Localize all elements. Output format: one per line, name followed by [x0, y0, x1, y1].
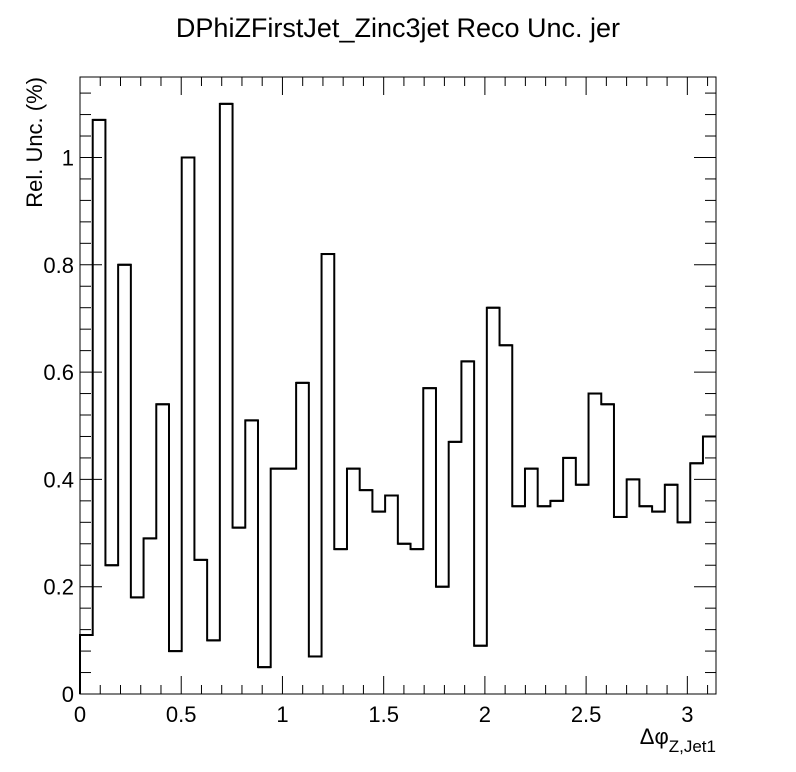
- x-axis-tick-labels: 0 0.5 1 1.5 2 2.5 3: [74, 702, 694, 727]
- x-tick-label: 1.5: [368, 702, 399, 727]
- histogram-bins: [80, 102, 716, 669]
- y-tick-label: 0.6: [43, 360, 74, 385]
- y-tick-label: 1: [62, 145, 74, 170]
- x-axis-label: ΔφZ,Jet1: [640, 724, 716, 756]
- chart-title: DPhiZFirstJet_Zinc3jet Reco Unc. jer: [176, 13, 620, 43]
- y-tick-label: 0.4: [43, 467, 74, 492]
- x-axis-ticks: [79, 77, 709, 694]
- x-tick-label: 1: [276, 702, 288, 727]
- histogram-outline: [79, 102, 716, 694]
- y-tick-label: 0.2: [43, 575, 74, 600]
- x-tick-label: 2: [479, 702, 491, 727]
- y-axis-tick-labels: 0 0.2 0.4 0.6 0.8 1: [43, 145, 74, 707]
- y-axis-ticks: [80, 92, 716, 695]
- y-tick-label: 0: [62, 682, 74, 707]
- x-axis-label-main: Δφ: [640, 724, 669, 749]
- y-axis-label: Rel. Unc. (%): [22, 77, 47, 208]
- x-axis-label-subscript: Z,Jet1: [669, 737, 716, 756]
- plot-frame: [79, 76, 717, 695]
- y-tick-label: 0.8: [43, 253, 74, 278]
- x-tick-label: 0: [74, 702, 86, 727]
- x-tick-label: 0.5: [166, 702, 197, 727]
- x-tick-label: 2.5: [571, 702, 602, 727]
- x-tick-label: 3: [681, 702, 693, 727]
